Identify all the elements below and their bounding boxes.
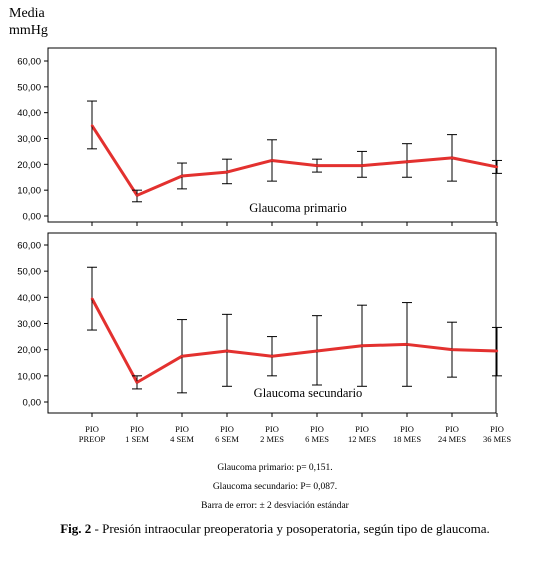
note-secondary-p-value: Glaucoma secundario: P= 0,087.: [212, 482, 338, 492]
y-tick-label: 60,00: [17, 241, 41, 252]
y-axis-title: Media: [9, 6, 46, 21]
mean-point: [495, 349, 499, 353]
mean-point: [450, 156, 454, 160]
x-tick-label: PIO: [175, 424, 189, 434]
mean-line-secondary: [90, 297, 498, 384]
plot-frame: [47, 47, 497, 223]
note-error-bar-legend: Barra de error: ± 2 desviación estándar: [201, 501, 349, 511]
y-tick-label: 10,00: [17, 371, 41, 382]
y-tick-label: 0,00: [23, 398, 42, 409]
x-tick-label: 24 MES: [438, 434, 466, 444]
y-tick-label: 30,00: [17, 319, 41, 330]
mean-point: [180, 355, 184, 358]
x-tick-label: 1 SEM: [125, 434, 149, 444]
x-tick-label: PIO: [130, 424, 144, 434]
mean-line-primary: [90, 124, 498, 197]
x-tick-label: 36 MES: [483, 434, 511, 444]
mean-point: [270, 159, 274, 162]
mean-point: [405, 343, 409, 346]
y-tick-label: 50,00: [17, 82, 41, 93]
mean-point: [495, 165, 499, 169]
x-tick-label: PIO: [310, 424, 324, 434]
note-primary-p-value: Glaucoma primario: p= 0,151.: [217, 463, 333, 473]
intraocular-pressure-chart: Media mmHg 0,00 10,00 20,00 30,00 40,00 50,00 60…: [9, 6, 511, 444]
panel-label: Glaucoma secundario: [254, 386, 363, 400]
y-tick-label: 40,00: [17, 108, 41, 119]
mean-point: [270, 355, 274, 358]
x-tick-label: PIO: [445, 424, 459, 434]
x-tick-label: 6 MES: [305, 434, 329, 444]
y-tick-label: 10,00: [17, 186, 41, 197]
panel-label: Glaucoma primario: [249, 201, 347, 215]
mean-point: [135, 381, 139, 384]
y-tick-label: 30,00: [17, 134, 41, 145]
x-tick-label: PIO: [265, 424, 279, 434]
y-tick-label: 20,00: [17, 345, 41, 356]
mean-point: [90, 124, 94, 127]
x-tick-label: 4 SEM: [170, 434, 194, 444]
mean-point: [360, 344, 364, 347]
x-tick-label: PIO: [355, 424, 369, 434]
mean-point: [315, 164, 319, 167]
x-tick-label: 18 MES: [393, 434, 421, 444]
x-tick-label: 6 SEM: [215, 434, 239, 444]
y-tick-label: 0,00: [23, 212, 42, 223]
mean-point: [180, 174, 184, 178]
mean-point: [135, 194, 139, 197]
mean-point: [360, 164, 364, 167]
figure-caption: Fig. 2 - Presión intraocular preoperator…: [50, 521, 500, 536]
mean-point: [225, 170, 229, 174]
y-tick-label: 50,00: [17, 267, 41, 278]
x-tick-label: PIO: [220, 424, 234, 434]
mean-point: [90, 297, 94, 300]
y-tick-label: 60,00: [17, 57, 41, 68]
x-tick-label: 2 MES: [260, 434, 284, 444]
figure-number: Fig. 2: [60, 521, 92, 536]
x-tick-label: PIO: [85, 424, 99, 434]
y-axis-title: mmHg: [9, 23, 48, 38]
x-tick-label: PREOP: [79, 434, 106, 444]
mean-point: [405, 160, 409, 163]
mean-point: [315, 349, 319, 353]
figure-caption-text: - Presión intraocular preoperatoria y po…: [91, 521, 490, 536]
mean-point: [225, 349, 229, 353]
y-tick-label: 40,00: [17, 293, 41, 304]
mean-point: [450, 348, 454, 351]
y-tick-label: 20,00: [17, 160, 41, 171]
x-tick-label: PIO: [400, 424, 414, 434]
x-tick-label: PIO: [490, 424, 504, 434]
x-tick-label: 12 MES: [348, 434, 376, 444]
